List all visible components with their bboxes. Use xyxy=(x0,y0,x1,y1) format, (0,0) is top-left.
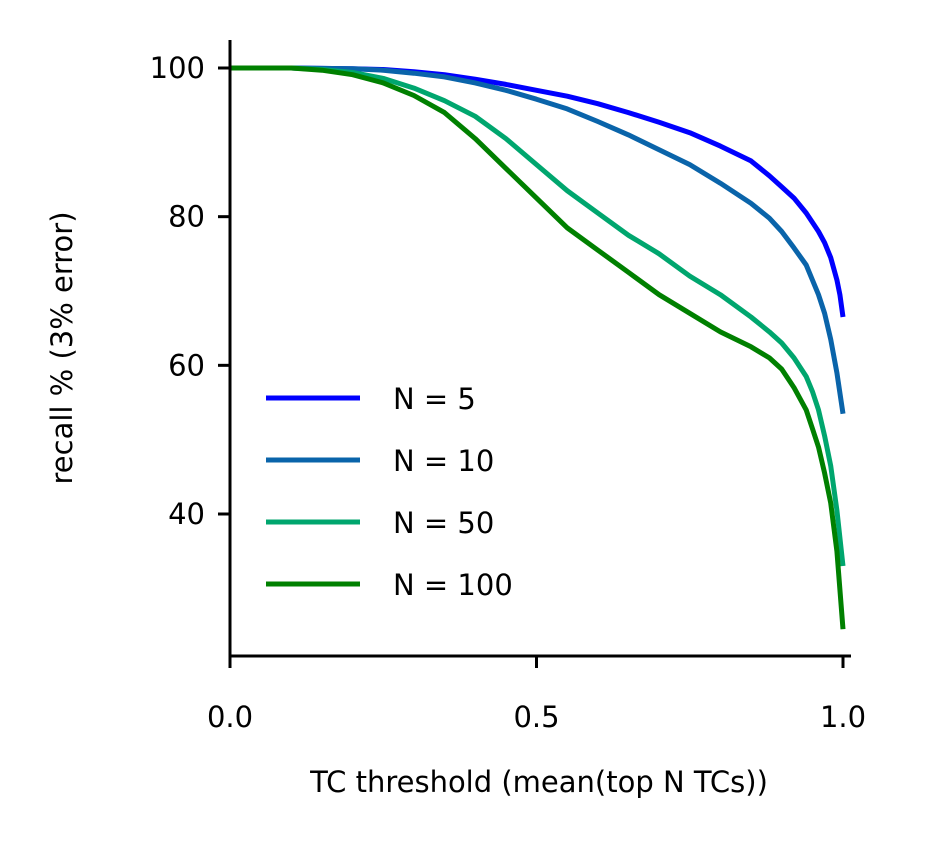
y-ticks: 40 60 80 100 xyxy=(150,51,230,531)
legend-label-4: N = 100 xyxy=(393,568,513,602)
y-tick-label-0: 40 xyxy=(168,497,205,531)
axes-layer xyxy=(228,40,851,658)
series-line-2 xyxy=(230,65,846,415)
x-tick-label-2: 1.0 xyxy=(820,700,866,734)
series-layer xyxy=(230,65,846,630)
series-line-4 xyxy=(230,65,846,630)
y-tick-label-1: 60 xyxy=(168,348,205,382)
legend-label-1: N = 5 xyxy=(393,382,476,416)
y-axis-label: recall % (3% error) xyxy=(45,211,79,484)
x-axis-label: TC threshold (mean(top N TCs)) xyxy=(309,765,768,799)
legend: N = 5 N = 10 N = 50 N = 100 xyxy=(266,382,513,602)
series-line-1 xyxy=(230,65,846,318)
legend-label-2: N = 10 xyxy=(393,444,494,478)
x-tick-label-1: 0.5 xyxy=(513,700,559,734)
x-tick-label-0: 0.0 xyxy=(207,700,253,734)
y-tick-label-2: 80 xyxy=(168,200,205,234)
x-ticks: 0.0 0.5 1.0 xyxy=(207,656,866,734)
series-line-3 xyxy=(230,65,846,567)
legend-label-3: N = 50 xyxy=(393,506,494,540)
y-tick-label-3: 100 xyxy=(150,51,205,85)
